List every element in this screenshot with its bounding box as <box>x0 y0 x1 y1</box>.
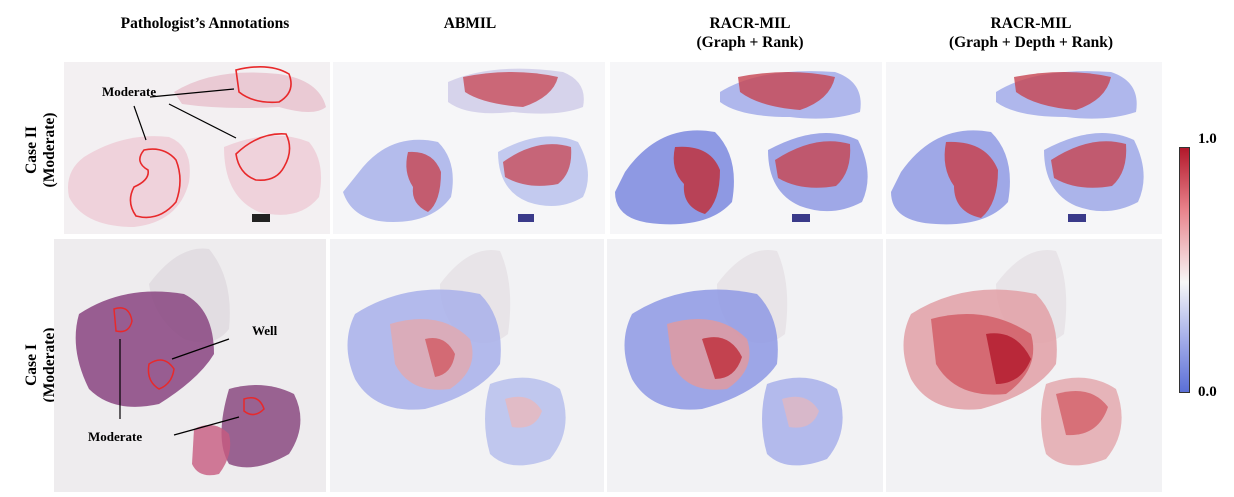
column-header-graph-rank: RACR-MIL (Graph + Rank) <box>696 15 804 51</box>
row-label-case2: Case II (Moderate) <box>23 112 58 188</box>
panel-case2-abmil <box>333 62 605 234</box>
case1-annotation-slide <box>75 248 301 476</box>
panel-case2-graph-rank <box>610 62 882 234</box>
panel-case1-annotations: Well Moderate <box>54 239 326 492</box>
case2-annotation-slide <box>68 66 326 227</box>
colorbar-min-label: 0.0 <box>1198 384 1217 400</box>
annotation-moderate-case1: Moderate <box>88 429 143 444</box>
column-header-graph-depth-rank: RACR-MIL (Graph + Depth + Rank) <box>948 15 1114 51</box>
column-header-annotations: Pathologist’s Annotations <box>120 15 290 32</box>
annotation-well-case1: Well <box>252 323 278 338</box>
colorbar <box>1179 147 1190 393</box>
panel-case1-abmil <box>330 239 604 492</box>
column-header-abmil: ABMIL <box>443 15 497 32</box>
case2-graph-rank-heatmap <box>615 71 868 225</box>
panel-case1-graph-depth-rank <box>886 239 1162 492</box>
colorbar-max-label: 1.0 <box>1198 131 1217 147</box>
case2-abmil-heatmap <box>343 68 588 222</box>
annotation-moderate-case2: Moderate <box>102 84 157 99</box>
panel-case1-graph-rank <box>607 239 883 492</box>
panel-case2-graph-depth-rank <box>886 62 1162 234</box>
case2-graph-depth-rank-heatmap <box>891 71 1144 225</box>
case1-graph-depth-rank-heatmap <box>903 249 1122 466</box>
panel-case2-annotations: Moderate <box>64 62 330 234</box>
case1-graph-rank-heatmap <box>624 249 843 466</box>
case1-abmil-heatmap <box>347 249 566 466</box>
